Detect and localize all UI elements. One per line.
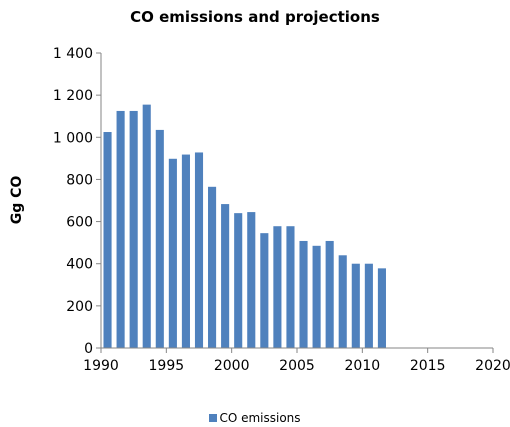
legend-label: CO emissions — [219, 411, 300, 425]
y-tick-label: 400 — [66, 257, 93, 273]
bar-1995 — [169, 159, 177, 348]
bar-2006 — [313, 246, 321, 348]
x-tick-label: 1995 — [149, 358, 185, 374]
x-tick-label: 2005 — [279, 358, 315, 374]
x-tick-label: 2010 — [345, 358, 381, 374]
bar-2008 — [339, 255, 347, 348]
legend-swatch — [209, 414, 217, 422]
bar-1999 — [221, 204, 229, 348]
x-tick-label: 1990 — [83, 358, 119, 374]
bar-2001 — [247, 212, 255, 348]
bar-2005 — [299, 241, 307, 348]
legend: CO emissions — [0, 411, 510, 425]
y-tick-label: 0 — [84, 341, 93, 357]
bar-2002 — [260, 233, 268, 348]
y-tick-label: 1 400 — [53, 46, 93, 62]
bar-1998 — [208, 187, 216, 348]
bar-2004 — [286, 226, 294, 348]
bar-1990 — [103, 132, 111, 348]
bar-2000 — [234, 213, 242, 348]
bar-2007 — [326, 241, 334, 348]
y-tick-label: 800 — [66, 172, 93, 188]
bar-2009 — [352, 264, 360, 348]
bar-2011 — [378, 268, 386, 348]
bar-1997 — [195, 152, 203, 348]
x-tick-label: 2015 — [410, 358, 446, 374]
bar-2003 — [273, 226, 281, 348]
y-tick-label: 1 200 — [53, 88, 93, 104]
bar-1993 — [143, 105, 151, 348]
bar-1996 — [182, 155, 190, 348]
bar-1991 — [117, 111, 125, 348]
y-tick-label: 200 — [66, 299, 93, 315]
bar-1992 — [130, 111, 138, 348]
y-tick-label: 600 — [66, 215, 93, 231]
x-tick-label: 2000 — [214, 358, 250, 374]
bar-2010 — [365, 264, 373, 348]
y-tick-label: 1 000 — [53, 130, 93, 146]
x-tick-label: 2020 — [475, 358, 510, 374]
bar-1994 — [156, 130, 164, 348]
